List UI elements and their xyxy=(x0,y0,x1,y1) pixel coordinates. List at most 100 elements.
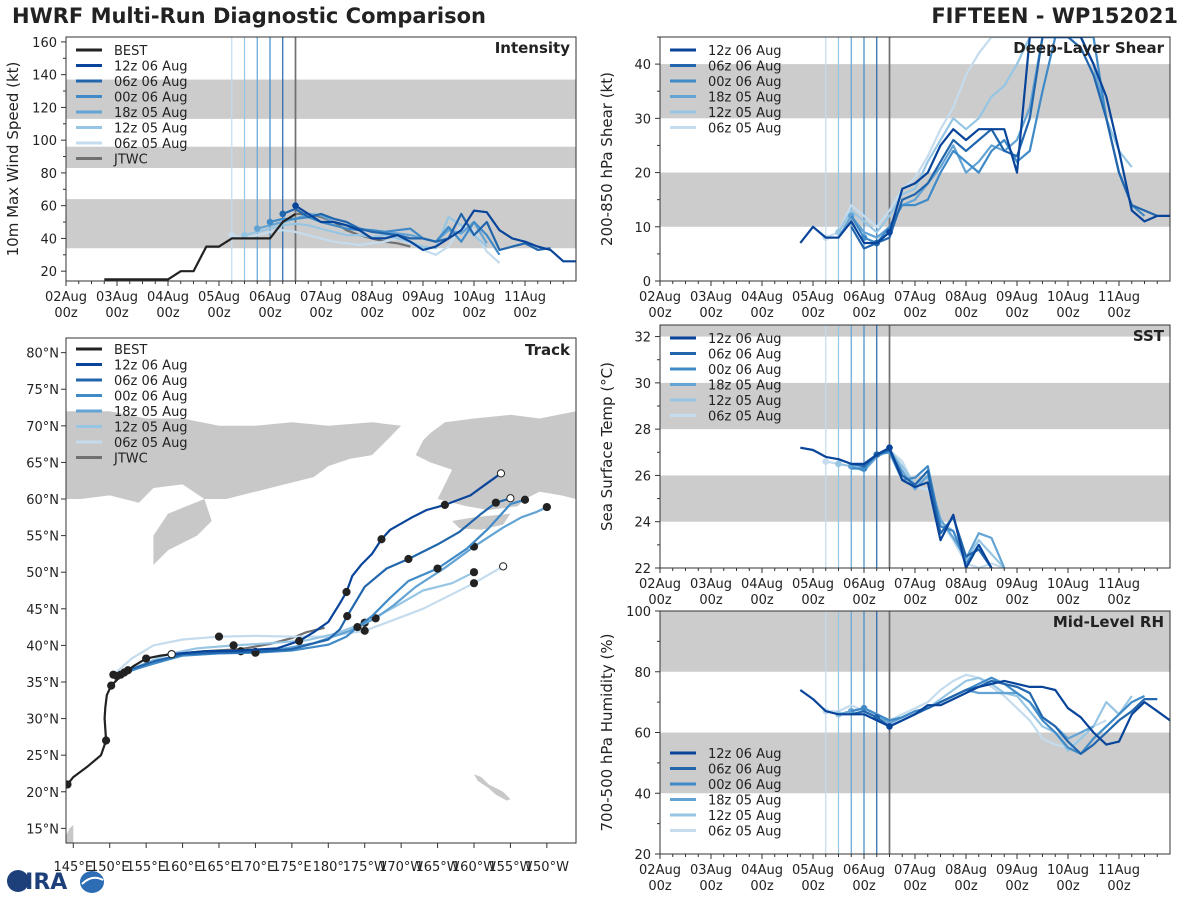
y-tick-label: 60 xyxy=(634,727,651,742)
track-point-12z-06-aug xyxy=(440,500,449,509)
chart-shear: 01020304002Aug00z03Aug00z04Aug00z05Aug00… xyxy=(598,36,1171,321)
init-marker-06z-05-aug xyxy=(228,231,236,239)
legend-label-12z-06-aug: 12z 06 Aug xyxy=(708,332,782,347)
lon-tick-label: 170°E xyxy=(236,860,276,875)
x-tick-label-day: 07Aug xyxy=(894,863,936,878)
y-tick-label: 120 xyxy=(32,101,57,116)
y-tick-label: 100 xyxy=(626,605,651,620)
lat-tick-label: 40°N xyxy=(26,639,59,654)
track-point-12z-05-aug xyxy=(229,641,238,650)
x-tick-label-hour: 00z xyxy=(1005,879,1029,894)
series-group xyxy=(799,37,1170,250)
x-tick-label-day: 07Aug xyxy=(894,577,936,592)
series-line-12z-06-aug xyxy=(799,37,1170,245)
logo-text: CIRA xyxy=(9,870,67,895)
x-tick-label-hour: 00z xyxy=(1056,879,1080,894)
init-marker-00z-06-aug xyxy=(860,704,868,712)
track-line-12z-05-aug xyxy=(116,571,475,678)
lat-tick-label: 75°N xyxy=(26,383,59,398)
plot-frame xyxy=(65,337,577,844)
x-tick-label-day: 10Aug xyxy=(1047,863,1089,878)
legend-label-12z-05-aug: 12z 05 Aug xyxy=(708,394,782,409)
x-tick-label-day: 06Aug xyxy=(843,290,885,305)
lon-tick-label: 150°W xyxy=(525,860,569,875)
x-tick-label-day: 04Aug xyxy=(741,290,783,305)
y-tick-label: 80 xyxy=(40,167,57,182)
x-tick-label-hour: 00z xyxy=(852,879,876,894)
x-tick-label-day: 11Aug xyxy=(1098,577,1140,592)
lon-tick-label: 170°W xyxy=(379,860,423,875)
legend-label-06z-06-aug: 06z 06 Aug xyxy=(708,60,782,75)
x-tick-label-hour: 00z xyxy=(750,879,774,894)
x-tick-label-hour: 00z xyxy=(411,306,435,321)
series-line-12z-06-aug xyxy=(799,679,1170,746)
legend-label-12z-06-aug: 12z 06 Aug xyxy=(708,747,782,762)
x-tick-label-hour: 00z xyxy=(954,306,978,321)
init-marker-12z-06-aug xyxy=(886,444,893,451)
threshold-band xyxy=(660,611,1170,672)
init-marker-00z-06-aug xyxy=(266,218,274,226)
legend-label-jtwc: JTWC xyxy=(113,452,148,467)
chart-title: Intensity xyxy=(495,39,571,57)
init-marker-12z-05-aug xyxy=(241,231,248,239)
legend-label-00z-06-aug: 00z 06 Aug xyxy=(114,91,188,106)
page-title: HWRF Multi-Run Diagnostic Comparison xyxy=(12,4,487,28)
legend-label-06z-06-aug: 06z 06 Aug xyxy=(114,374,188,389)
init-marker-12z-06-aug xyxy=(886,228,893,236)
x-tick-label-hour: 00z xyxy=(903,593,927,608)
legend-label-00z-06-aug: 00z 06 Aug xyxy=(708,778,782,793)
track-point-06z-06-aug xyxy=(506,494,515,503)
threshold-band xyxy=(66,199,576,249)
x-tick-label-hour: 00z xyxy=(462,306,486,321)
x-tick-label-day: 10Aug xyxy=(453,290,495,305)
chart-rh: 2040608010002Aug00z03Aug00z04Aug00z05Aug… xyxy=(598,605,1171,894)
x-tick-label-day: 02Aug xyxy=(45,290,87,305)
series-line-12z-05-aug xyxy=(244,216,488,250)
x-tick-label-day: 03Aug xyxy=(690,863,732,878)
track-point-12z-06-aug xyxy=(496,469,506,478)
threshold-band xyxy=(66,146,576,169)
lat-tick-label: 70°N xyxy=(26,420,59,435)
x-tick-label-hour: 00z xyxy=(699,306,723,321)
lat-tick-label: 30°N xyxy=(26,713,59,728)
legend-label-12z-05-aug: 12z 05 Aug xyxy=(708,809,782,824)
legend-label-18z-05-aug: 18z 05 Aug xyxy=(114,405,188,420)
x-tick-label-hour: 00z xyxy=(1107,879,1131,894)
track-point-12z-05-aug xyxy=(469,568,479,577)
series-group xyxy=(799,673,1170,755)
land-hawaii xyxy=(474,774,511,801)
legend-label-00z-06-aug: 00z 06 Aug xyxy=(708,363,782,378)
legend-label-00z-06-aug: 00z 06 Aug xyxy=(708,75,782,90)
legend-label-06z-05-aug: 06z 05 Aug xyxy=(708,122,782,137)
x-tick-label-hour: 00z xyxy=(1005,593,1029,608)
track-point-00z-06-aug xyxy=(520,495,530,504)
series-line-06z-06-aug xyxy=(850,37,1158,250)
init-marker-06z-05-aug xyxy=(822,458,830,465)
lon-tick-label: 175°E xyxy=(272,860,312,875)
lat-tick-label: 65°N xyxy=(26,456,59,471)
track-point-best xyxy=(101,736,111,745)
x-tick-label-hour: 00z xyxy=(852,306,876,321)
x-tick-label-hour: 00z xyxy=(648,593,672,608)
track-point-18z-05-aug xyxy=(542,502,551,512)
legend-label-06z-06-aug: 06z 06 Aug xyxy=(708,348,782,363)
series-line-12z-06-aug xyxy=(800,446,993,568)
x-tick-label-day: 07Aug xyxy=(300,290,342,305)
y-axis-label: Sea Surface Temp (°C) xyxy=(598,362,616,531)
legend-label-12z-06-aug: 12z 06 Aug xyxy=(114,359,188,374)
track-point-06z-05-aug xyxy=(499,562,508,571)
x-tick-label-day: 09Aug xyxy=(402,290,444,305)
x-tick-label-hour: 00z xyxy=(954,879,978,894)
chart-track: 15°N 20°N 25°N 30°N 35°N 40°N 45°N 50°N 55°N 60°N… xyxy=(26,337,577,875)
x-tick-label-day: 08Aug xyxy=(945,863,987,878)
x-tick-label-hour: 00z xyxy=(1056,593,1080,608)
series-line-06z-05-aug xyxy=(825,37,1081,239)
legend-label-06z-05-aug: 06z 05 Aug xyxy=(708,410,782,425)
track-point-12z-06-aug xyxy=(342,587,351,597)
track-line-06z-05-aug xyxy=(112,565,504,676)
x-tick-label-day: 11Aug xyxy=(504,290,546,305)
x-tick-label-day: 06Aug xyxy=(843,863,885,878)
y-tick-label: 30 xyxy=(634,112,651,127)
x-tick-label-day: 02Aug xyxy=(639,290,681,305)
y-tick-label: 32 xyxy=(634,331,651,346)
